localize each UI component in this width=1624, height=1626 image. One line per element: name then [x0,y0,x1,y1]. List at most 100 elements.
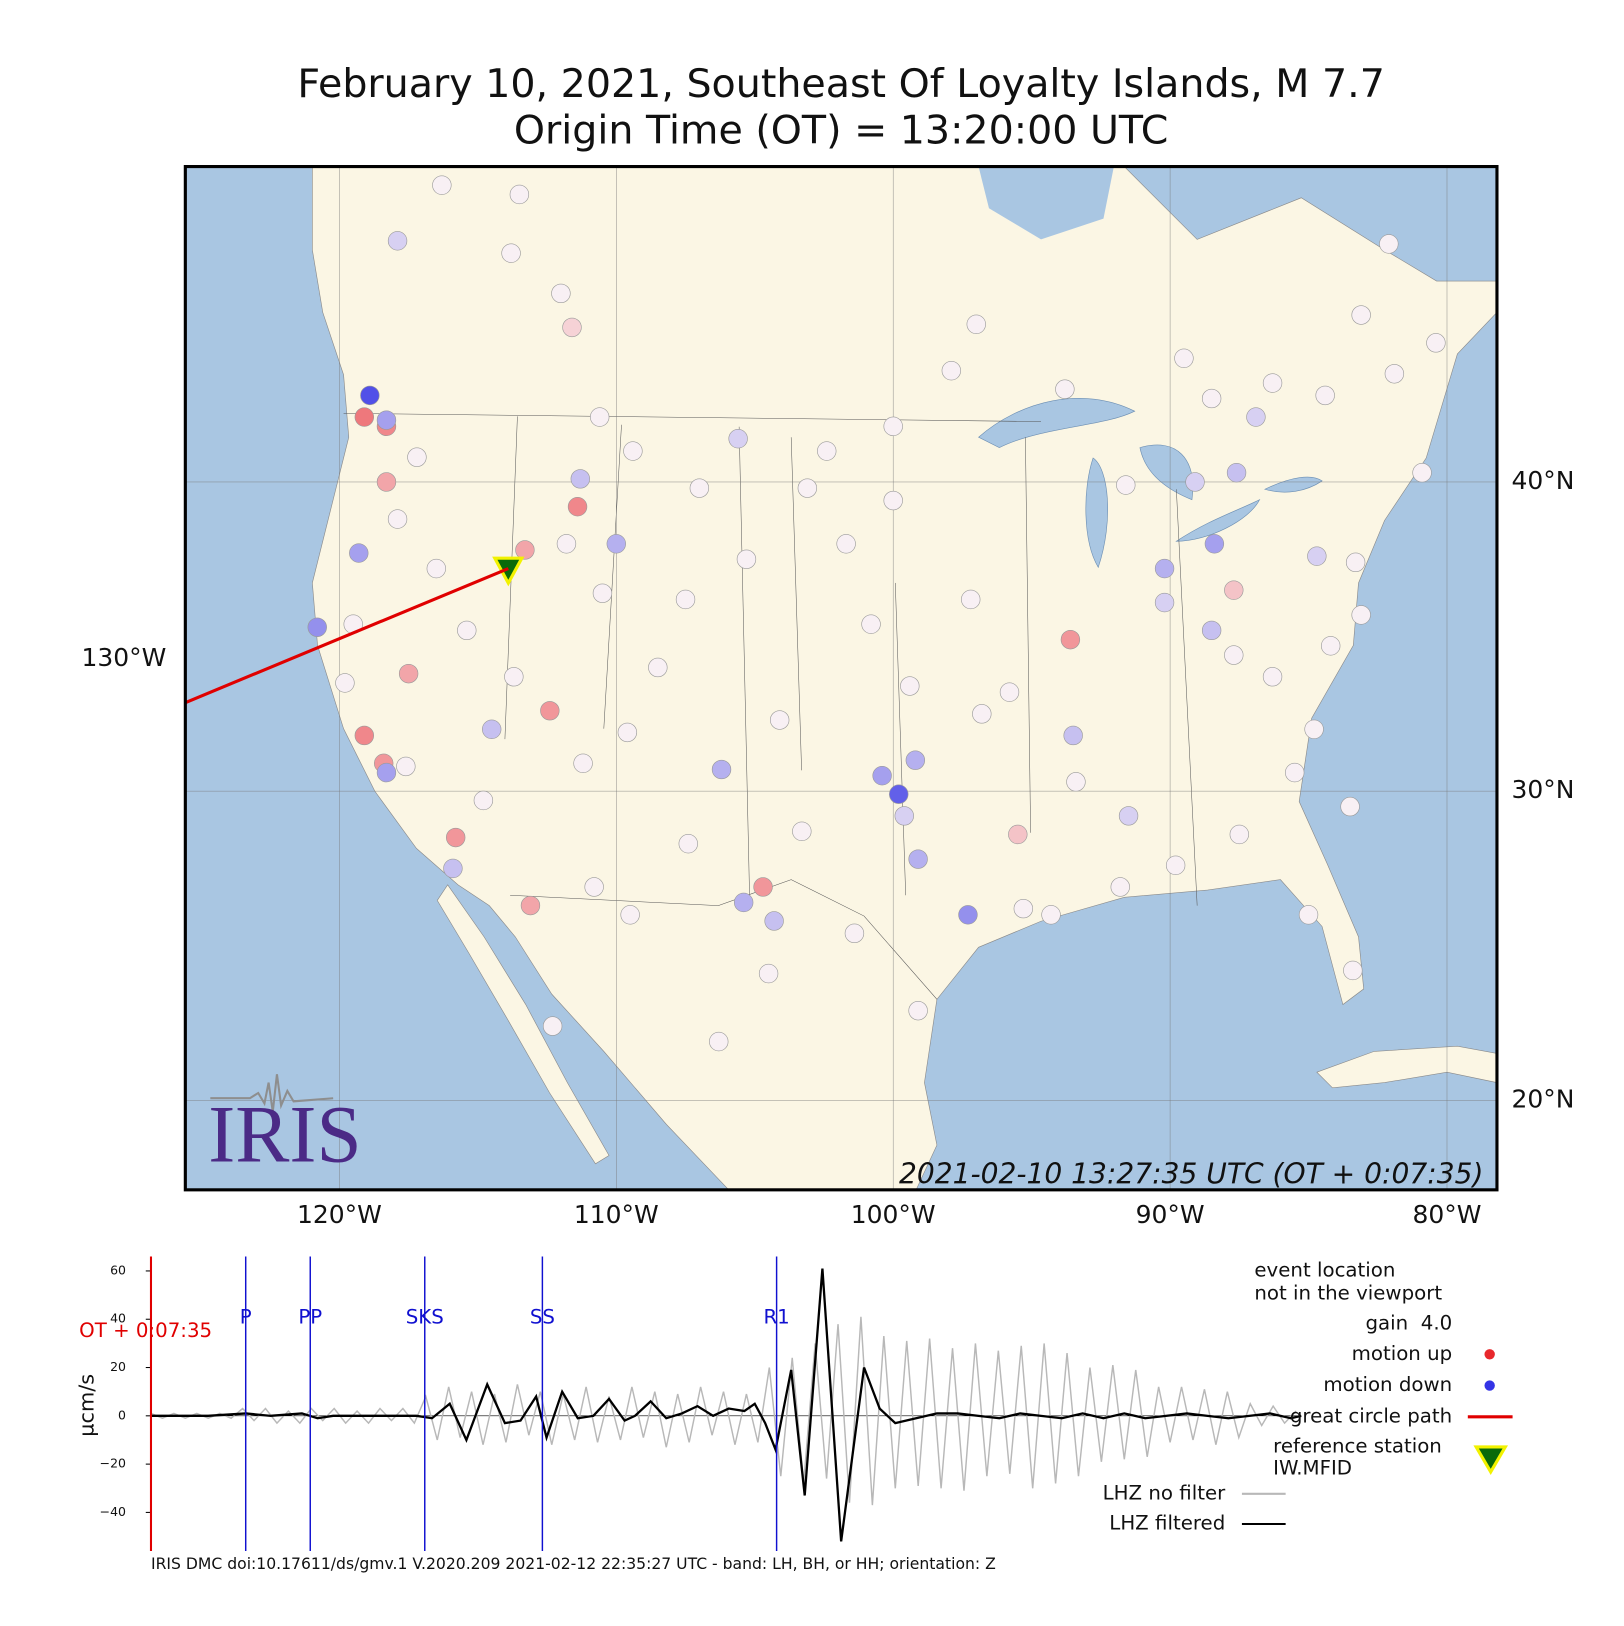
station [482,719,502,739]
iris-logo: IRIS [208,1074,362,1180]
phase-label: P [240,1305,252,1328]
legend-trace: LHZ no filter [1103,1481,1226,1504]
station [1224,645,1244,665]
legend-label: motion up [1352,1342,1453,1365]
station [426,558,446,579]
station [908,1000,928,1021]
station [1340,796,1360,817]
station [1315,385,1335,406]
y-tick-label: −20 [100,1456,126,1471]
station [1154,592,1175,613]
station [675,589,696,610]
station [1304,719,1324,739]
station [396,756,416,777]
station [1201,620,1222,641]
station [1110,877,1130,897]
y-tick-label: 20 [110,1359,126,1374]
lon-tick-label: 90°W [1136,1200,1205,1229]
station [872,766,892,786]
station [817,441,837,461]
map-area: IRIS 2021-02-10 13:27:35 UTC (OT + 0:07:… [185,166,1497,1190]
station [999,682,1020,702]
logo-text: IRIS [208,1090,361,1180]
station [551,283,571,304]
station [1285,762,1305,783]
legend-dot [1484,1380,1495,1391]
station [905,750,926,770]
station [1321,636,1341,656]
station [540,701,560,721]
station [966,314,986,334]
station [501,243,521,263]
lat-tick-label: 20°N [1512,1084,1575,1113]
station [387,509,408,529]
station [376,472,397,492]
station [443,858,463,879]
station [556,534,577,554]
baja [436,884,610,1165]
station [1226,463,1247,483]
lon-tick-label: 120°W [297,1200,382,1229]
station [1246,407,1266,427]
station [900,676,920,696]
raw-trace [150,1316,1297,1506]
station [407,447,427,467]
station [1224,580,1244,600]
station [590,407,610,427]
station [972,704,992,724]
legend-reference: IW.MFID [1273,1456,1352,1479]
origin-time-label: OT + 0:07:35 [79,1319,212,1342]
station [736,549,757,569]
station [1041,905,1061,925]
station [1307,546,1327,566]
station [836,534,856,554]
station [1204,534,1225,554]
station [753,877,773,897]
station [1351,305,1371,325]
phase-label: PP [298,1305,322,1328]
legend-note: event location [1254,1259,1395,1282]
station [1008,824,1028,845]
station [1412,463,1432,483]
station [889,784,909,804]
station [883,490,903,511]
station [678,834,698,854]
station [1060,629,1081,650]
station [861,614,881,634]
title: February 10, 2021, Southeast Of Loyalty … [297,61,1384,107]
station [769,710,790,730]
timestamp: 2021-02-10 13:27:35 UTC (OT + 0:07:35) [899,1157,1483,1190]
station [573,753,593,773]
station [764,911,784,931]
station [1262,667,1283,687]
station [1229,824,1250,845]
filtered-trace [150,1268,1302,1542]
great-lakes [977,397,1323,569]
station [1379,234,1399,254]
legend-label: great circle path [1290,1404,1452,1427]
station [1298,905,1319,925]
station [446,827,466,848]
station [1055,379,1075,399]
station [376,410,397,430]
station [1013,898,1034,919]
lat-tick-label: 40°N [1512,466,1575,495]
station [360,385,380,406]
station [961,589,981,610]
station [457,620,477,641]
station [570,469,590,489]
station [1118,806,1139,826]
legend-note: not in the viewport [1254,1281,1442,1304]
legend-reference: reference station [1273,1434,1442,1457]
phase-label: SS [530,1305,555,1328]
station [1185,472,1205,492]
y-tick-label: 60 [110,1262,126,1277]
station [520,895,541,916]
station [883,416,903,437]
station [1116,475,1136,495]
station [617,722,638,743]
station [584,877,604,897]
